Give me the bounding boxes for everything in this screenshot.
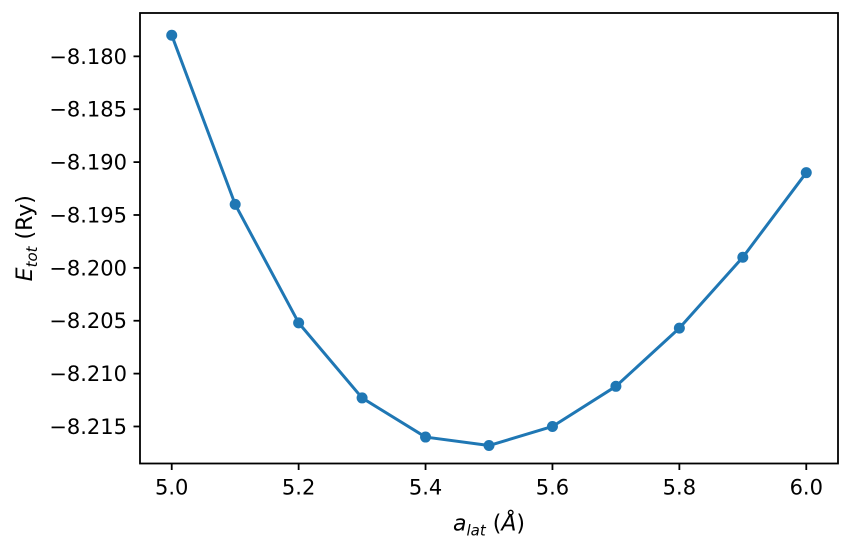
plot-frame — [139, 12, 839, 465]
x-axis-label: alat (Å) — [453, 510, 525, 540]
x-tick-label: 5.4 — [409, 476, 442, 500]
data-point — [610, 380, 622, 392]
data-point — [166, 29, 178, 41]
y-tick-label: −8.180 — [49, 45, 127, 69]
data-point — [483, 440, 495, 452]
y-tick-label: −8.215 — [49, 415, 127, 439]
x-axis: 5.0 5.2 5.4 5.6 5.8 6.0 — [155, 463, 823, 500]
data-point — [293, 317, 305, 329]
x-tick-label: 5.6 — [536, 476, 569, 500]
x-tick-label: 5.0 — [155, 476, 188, 500]
data-point — [420, 431, 432, 443]
x-tick-label: 5.8 — [663, 476, 696, 500]
data-markers — [166, 29, 812, 452]
y-tick-label: −8.195 — [49, 203, 127, 227]
y-tick-label: −8.210 — [49, 362, 127, 386]
data-point — [546, 420, 558, 432]
data-point — [356, 392, 368, 404]
data-point — [800, 167, 812, 179]
data-point — [737, 251, 749, 263]
y-tick-label: −8.185 — [49, 98, 127, 122]
data-point — [229, 198, 241, 210]
y-tick-label: −8.200 — [49, 256, 127, 280]
x-tick-label: 5.2 — [282, 476, 315, 500]
y-axis-label: Etot (Ry) — [13, 195, 41, 281]
y-tick-label: −8.205 — [49, 309, 127, 333]
data-point — [673, 322, 685, 334]
y-axis: −8.180 −8.185 −8.190 −8.195 −8.200 −8.205 −8.2… — [49, 45, 140, 439]
y-tick-label: −8.190 — [49, 151, 127, 175]
x-tick-label: 6.0 — [790, 476, 823, 500]
data-line — [170, 33, 808, 448]
